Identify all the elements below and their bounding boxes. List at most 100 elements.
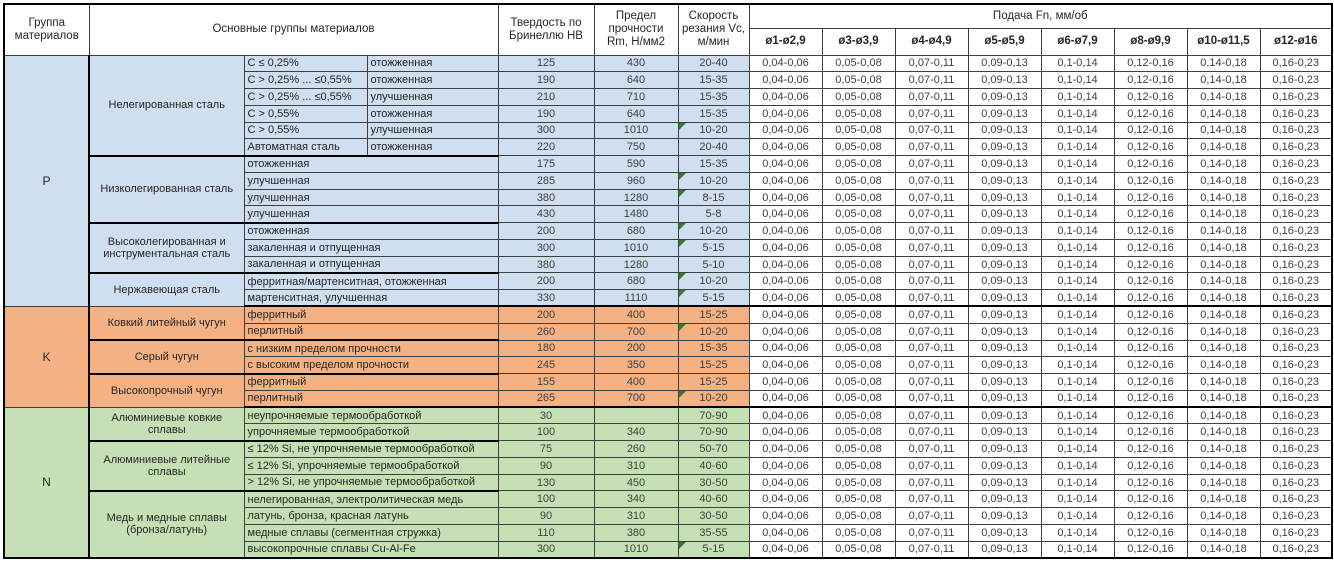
feed-cell[interactable]: 0,09-0,13 [967,540,1042,559]
feed-cell[interactable]: 0,09-0,13 [967,54,1042,73]
feed-cell[interactable]: 0,04-0,06 [748,406,823,425]
feed-cell[interactable]: 0,07-0,11 [894,456,969,475]
hb-cell[interactable]: 300 [497,121,595,140]
feed-cell[interactable]: 0,04-0,06 [748,238,823,257]
feed-cell[interactable]: 0,1-0,14 [1040,255,1115,274]
rm-cell[interactable]: 700 [593,322,679,341]
feed-cell[interactable]: 0,12-0,16 [1113,255,1188,274]
feed-cell[interactable]: 0,04-0,06 [748,322,823,341]
rm-cell[interactable]: 1010 [593,238,679,257]
rm-cell[interactable] [593,406,679,425]
feed-cell[interactable]: 0,16-0,23 [1259,423,1333,442]
feed-cell[interactable]: 0,05-0,08 [821,540,896,559]
feed-cell[interactable]: 0,07-0,11 [894,322,969,341]
feed-cell[interactable]: 0,14-0,18 [1186,356,1261,375]
desc-cell[interactable]: с высоким пределом прочности [243,356,499,375]
feed-cell[interactable]: 0,09-0,13 [967,272,1042,291]
hb-cell[interactable]: 200 [497,222,595,240]
feed-cell[interactable]: 0,04-0,06 [748,171,823,190]
feed-cell[interactable]: 0,14-0,18 [1186,523,1261,542]
hb-cell[interactable]: 100 [497,423,595,442]
hb-cell[interactable]: 430 [497,205,595,224]
feed-cell[interactable]: 0,16-0,23 [1259,88,1333,106]
desc-cell[interactable]: ≤ 12% Si, упрочняемые термообработкой [243,456,499,475]
vc-cell[interactable]: 15-35 [677,339,750,358]
rm-cell[interactable]: 380 [593,523,679,542]
feed-cell[interactable]: 0,04-0,06 [748,54,823,73]
vc-cell[interactable]: 15-25 [677,373,750,391]
feed-cell[interactable]: 0,07-0,11 [894,222,969,240]
feed-cell[interactable]: 0,14-0,18 [1186,322,1261,341]
feed-cell[interactable]: 0,04-0,06 [748,272,823,291]
feed-cell[interactable]: 0,1-0,14 [1040,155,1115,173]
state-cell[interactable]: улучшенная [366,121,499,140]
vc-cell[interactable]: 40-60 [677,490,750,509]
feed-cell[interactable]: 0,05-0,08 [821,272,896,291]
feed-cell[interactable]: 0,16-0,23 [1259,305,1333,324]
vc-cell[interactable]: 15-25 [677,305,750,324]
vc-cell[interactable]: 15-25 [677,356,750,375]
feed-cell[interactable]: 0,09-0,13 [967,305,1042,324]
feed-cell[interactable]: 0,14-0,18 [1186,440,1261,458]
feed-cell[interactable]: 0,12-0,16 [1113,222,1188,240]
feed-cell[interactable]: 0,09-0,13 [967,423,1042,442]
feed-cell[interactable]: 0,04-0,06 [748,490,823,509]
feed-cell[interactable]: 0,09-0,13 [967,188,1042,207]
feed-cell[interactable]: 0,12-0,16 [1113,54,1188,73]
rm-cell[interactable]: 960 [593,171,679,190]
feed-cell[interactable]: 0,09-0,13 [967,205,1042,224]
feed-cell[interactable]: 0,1-0,14 [1040,104,1115,123]
feed-cell[interactable]: 0,12-0,16 [1113,356,1188,375]
feed-cell[interactable]: 0,16-0,23 [1259,473,1333,492]
feed-cell[interactable]: 0,12-0,16 [1113,171,1188,190]
feed-cell[interactable]: 0,07-0,11 [894,255,969,274]
feed-cell[interactable]: 0,05-0,08 [821,255,896,274]
spec-cell[interactable]: C ≤ 0,25% [243,54,368,73]
header-material-group[interactable]: Группа материалов [3,3,90,56]
feed-cell[interactable]: 0,04-0,06 [748,389,823,409]
feed-cell[interactable]: 0,09-0,13 [967,507,1042,525]
spec-cell[interactable]: C > 0,55% [243,104,368,123]
feed-cell[interactable]: 0,04-0,06 [748,255,823,274]
desc-cell[interactable]: перлитный [243,389,499,409]
feed-cell[interactable]: 0,14-0,18 [1186,88,1261,106]
hb-cell[interactable]: 200 [497,305,595,324]
feed-cell[interactable]: 0,07-0,11 [894,490,969,509]
feed-cell[interactable]: 0,14-0,18 [1186,389,1261,409]
feed-cell[interactable]: 0,05-0,08 [821,440,896,458]
desc-cell[interactable]: закаленная и отпущенная [243,238,499,257]
rm-cell[interactable]: 680 [593,272,679,291]
desc-cell[interactable]: медные сплавы (сегментная стружка) [243,523,499,542]
feed-cell[interactable]: 0,16-0,23 [1259,155,1333,173]
feed-cell[interactable]: 0,05-0,08 [821,322,896,341]
feed-cell[interactable]: 0,07-0,11 [894,54,969,73]
feed-cell[interactable]: 0,07-0,11 [894,440,969,458]
subgroup-cell[interactable]: Алюминиевые ковкие сплавы [88,406,245,442]
feed-cell[interactable]: 0,1-0,14 [1040,540,1115,559]
feed-cell[interactable]: 0,07-0,11 [894,88,969,106]
feed-cell[interactable]: 0,05-0,08 [821,356,896,375]
rm-cell[interactable]: 640 [593,104,679,123]
spec-cell[interactable]: C > 0,55% [243,121,368,140]
feed-cell[interactable]: 0,16-0,23 [1259,171,1333,190]
hb-cell[interactable]: 90 [497,507,595,525]
feed-cell[interactable]: 0,05-0,08 [821,523,896,542]
feed-cell[interactable]: 0,07-0,11 [894,339,969,358]
feed-cell[interactable]: 0,1-0,14 [1040,188,1115,207]
hb-cell[interactable]: 200 [497,272,595,291]
feed-cell[interactable]: 0,07-0,11 [894,406,969,425]
vc-cell[interactable]: 5-15 [677,289,750,308]
spec-cell[interactable]: C > 0,25% ... ≤0,55% [243,88,368,106]
feed-cell[interactable]: 0,12-0,16 [1113,305,1188,324]
desc-cell[interactable]: высокопрочные сплавы Cu-Al-Fe [243,540,499,559]
header-feed-title[interactable]: Подача Fn, мм/об [748,3,1333,29]
feed-cell[interactable]: 0,12-0,16 [1113,456,1188,475]
feed-cell[interactable]: 0,05-0,08 [821,155,896,173]
state-cell[interactable]: отожженная [366,54,499,73]
feed-cell[interactable]: 0,16-0,23 [1259,272,1333,291]
feed-cell[interactable]: 0,1-0,14 [1040,222,1115,240]
header-feed-d8[interactable]: ø8-ø9,9 [1113,27,1188,56]
hb-cell[interactable]: 130 [497,473,595,492]
subgroup-cell[interactable]: Высоколегированная и инструментальная ст… [88,222,245,274]
feed-cell[interactable]: 0,07-0,11 [894,356,969,375]
